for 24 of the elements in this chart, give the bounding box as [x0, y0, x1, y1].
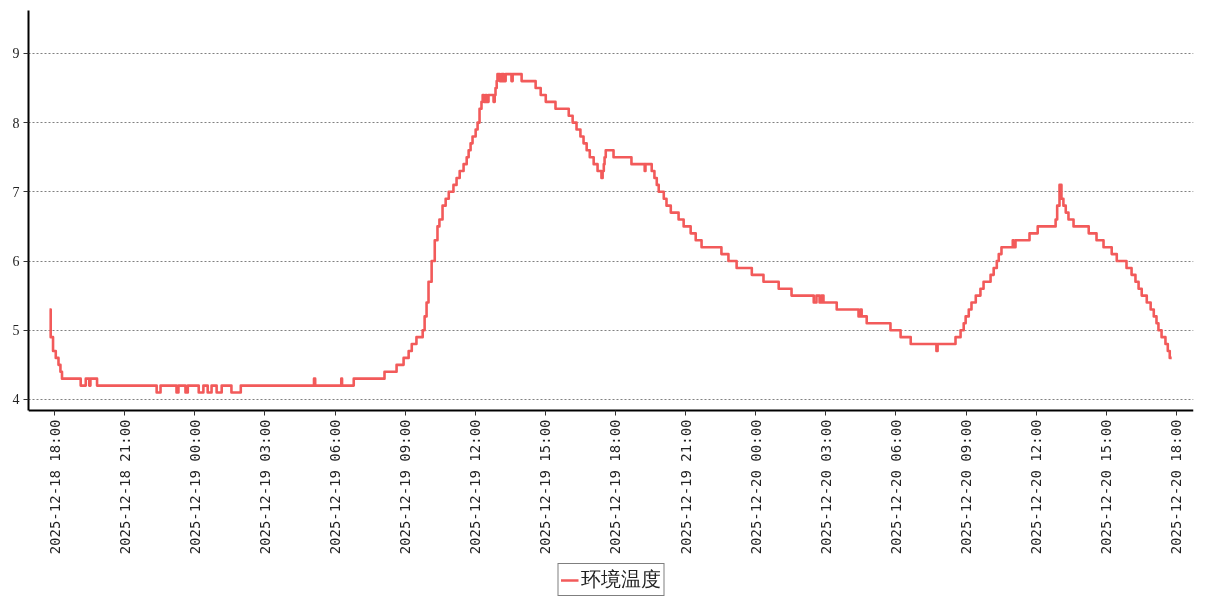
x-tick-label: 2025-12-19 21:00	[677, 419, 694, 555]
x-tick-label: 2025-12-19 06:00	[327, 419, 344, 555]
x-tick-label: 2025-12-20 00:00	[747, 419, 764, 555]
legend-label: 环境温度	[581, 567, 661, 592]
y-tick-label: 7	[12, 184, 20, 200]
y-tick-label: 5	[12, 323, 20, 339]
x-tick-label: 2025-12-20 12:00	[1028, 419, 1045, 555]
y-tick-label: 8	[12, 115, 20, 131]
x-tick-label: 2025-12-19 12:00	[467, 419, 484, 555]
x-tick-label: 2025-12-19 09:00	[397, 419, 414, 555]
x-tick-label: 2025-12-20 18:00	[1168, 419, 1185, 555]
x-tick-label: 2025-12-19 15:00	[537, 419, 554, 555]
y-tick-label: 6	[12, 254, 20, 270]
x-tick-label: 2025-12-20 06:00	[887, 419, 904, 555]
x-tick-label: 2025-12-20 09:00	[958, 419, 975, 555]
x-tick-label: 2025-12-19 18:00	[607, 419, 624, 555]
x-tick-label: 2025-12-20 03:00	[817, 419, 834, 555]
x-tick-label: 2025-12-20 15:00	[1098, 419, 1115, 555]
x-tick-label: 2025-12-19 03:00	[256, 419, 273, 555]
y-tick-label: 9	[12, 46, 20, 62]
x-tick-label: 2025-12-18 18:00	[46, 419, 63, 555]
y-tick-label: 4	[12, 392, 20, 408]
x-tick-label: 2025-12-18 21:00	[116, 419, 133, 555]
x-tick-label: 2025-12-19 00:00	[186, 419, 203, 555]
